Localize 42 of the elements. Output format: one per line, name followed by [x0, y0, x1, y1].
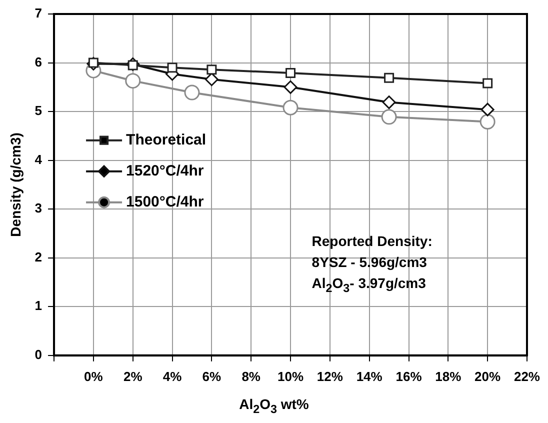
- x-tick-label: 4%: [162, 368, 182, 384]
- point: [286, 68, 296, 78]
- y-tick-label: 1: [34, 298, 42, 314]
- x-tick-label: 14%: [356, 368, 383, 384]
- x-tick-label: 22%: [514, 368, 540, 384]
- point: [282, 100, 298, 116]
- y-axis-title: Density (g/cm3): [7, 132, 24, 237]
- point: [480, 114, 496, 130]
- x-tick-label: 0%: [84, 368, 104, 384]
- annotation: Al$_{2}$O$_{3}$- 3.97g/cm3: [312, 274, 427, 297]
- point: [284, 80, 298, 94]
- legend-label: 1520°C/4hr: [126, 162, 204, 180]
- y-tick-label: 3: [34, 200, 42, 216]
- point: [381, 109, 397, 125]
- y-tick-label: 0: [34, 346, 42, 362]
- x-tick-label: 8%: [242, 368, 261, 384]
- annotation: Reported Density:: [312, 232, 432, 251]
- y-tick-label: 5: [34, 103, 42, 118]
- point: [384, 72, 394, 83]
- point: [482, 78, 493, 88]
- x-tick-label: 20%: [474, 368, 502, 384]
- x-tick-label: 10%: [277, 368, 304, 384]
- x-tick-label: 18%: [435, 368, 462, 384]
- legend-label: Theoretical: [126, 131, 206, 148]
- y-tick-label: 6: [34, 54, 42, 70]
- annotation: 8YSZ - 5.96g/cm3: [312, 252, 428, 272]
- y-tick-label: 7: [34, 6, 42, 21]
- x-tick-label: 16%: [396, 368, 422, 384]
- point: [167, 62, 178, 73]
- point: [184, 84, 200, 100]
- point: [480, 102, 494, 116]
- y-tick-label: 2: [34, 249, 42, 264]
- y-tick-label: 4: [34, 152, 43, 167]
- x-tick-label: 6%: [202, 368, 222, 384]
- point: [382, 96, 396, 110]
- legend-label: 1500°C/4hr: [126, 193, 204, 210]
- point: [204, 72, 218, 86]
- x-tick-label: 12%: [316, 368, 344, 384]
- point: [206, 64, 217, 75]
- x-axis-title: Al$_{2}$O$_{3}$ wt%: [238, 396, 310, 416]
- x-tick-label: 2%: [123, 368, 143, 384]
- point: [125, 73, 141, 89]
